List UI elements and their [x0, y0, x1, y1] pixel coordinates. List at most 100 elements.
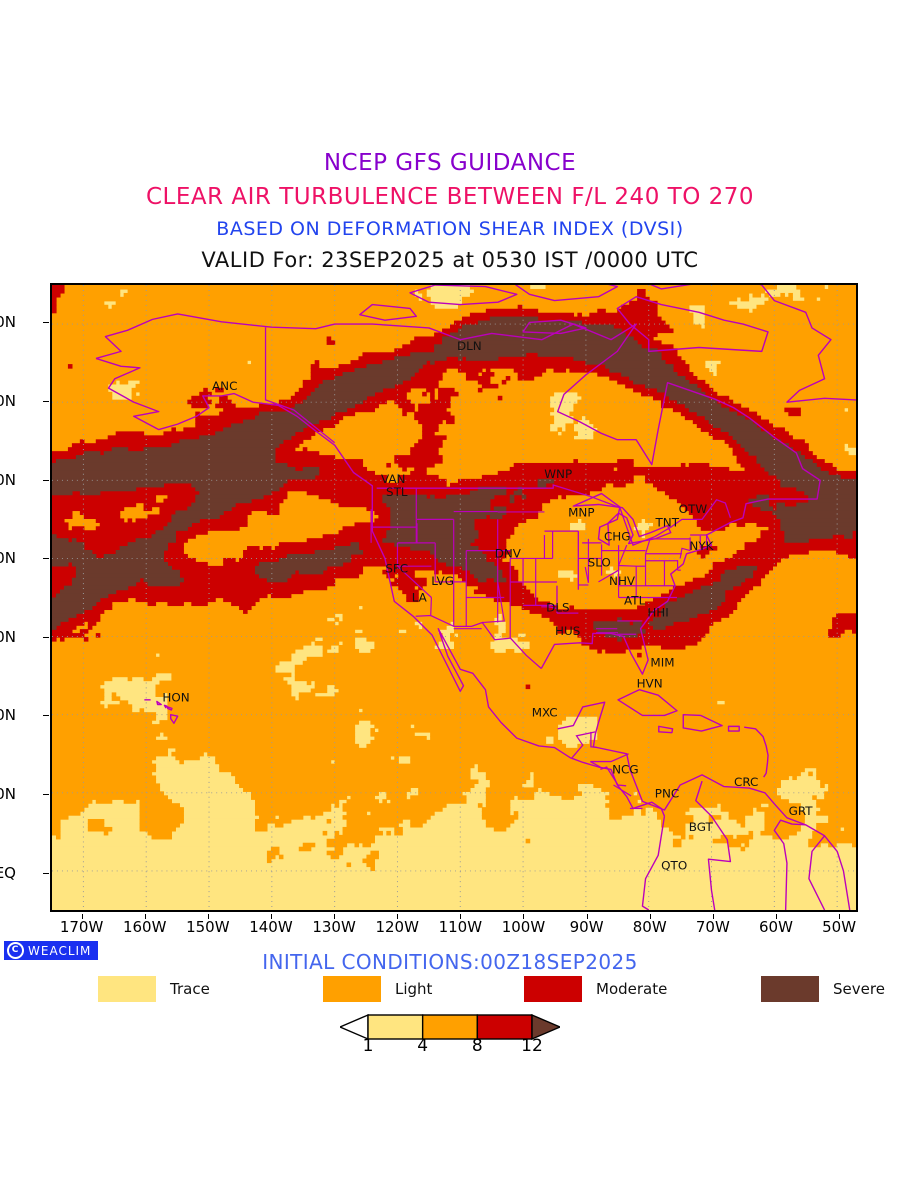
- x-tick-mark: [270, 914, 272, 919]
- y-tick-label: 20N: [0, 706, 16, 725]
- city-label: HON: [162, 691, 189, 705]
- page-title: NCEP GFS GUIDANCE: [323, 150, 577, 176]
- x-tick-mark: [839, 914, 841, 919]
- colorbar-band-1: [421, 1014, 479, 1040]
- city-label: NYK: [689, 539, 714, 553]
- y-tick-mark: [43, 558, 49, 560]
- colorbar-tick-label: 12: [521, 1036, 543, 1056]
- x-tick-mark: [523, 914, 525, 919]
- x-tick-mark: [712, 914, 714, 919]
- y-tick-label: 30N: [0, 627, 16, 646]
- city-label: WNP: [544, 467, 572, 481]
- city-label: HUS: [555, 624, 580, 638]
- city-label: MNP: [568, 505, 594, 519]
- weaclim-label: WEACLIM: [28, 943, 92, 958]
- y-tick-mark: [43, 715, 49, 717]
- x-tick-mark: [649, 914, 651, 919]
- y-tick-label: 10N: [0, 785, 16, 804]
- y-tick-label: 50N: [0, 470, 16, 489]
- y-tick-mark: [43, 636, 49, 638]
- city-label: DLS: [546, 601, 569, 615]
- state-borders: [370, 487, 708, 639]
- city-label: STL: [386, 485, 408, 499]
- legend-swatch-light: [323, 976, 381, 1002]
- city-label: PNC: [655, 787, 679, 801]
- x-tick-mark: [586, 914, 588, 919]
- x-tick-mark: [207, 914, 209, 919]
- forecast-map: ANC DLN VAN STL WNP MNP CHG OTW TNT NYK SLO DNV SFC L…: [50, 283, 858, 912]
- y-tick-label: EQ: [0, 863, 16, 882]
- x-tick-label: 170W: [59, 918, 104, 936]
- coastlines: [95, 285, 856, 910]
- y-tick-label: 70N: [0, 313, 16, 332]
- y-tick-mark: [43, 400, 49, 402]
- colorbar-tick-label: 1: [362, 1036, 374, 1056]
- valid-time-label: VALID For: 23SEP2025 at 0530 IST /0000 U…: [201, 248, 699, 272]
- x-tick-label: 160W: [122, 918, 167, 936]
- city-label: LVG: [431, 574, 454, 588]
- turbulence-band-moderate: [52, 285, 856, 690]
- y-tick-mark: [43, 794, 49, 796]
- legend-item-trace: Trace: [98, 976, 210, 1002]
- legend-item-moderate: Moderate: [524, 976, 667, 1002]
- x-tick-label: 140W: [249, 918, 293, 936]
- x-tick-label: 80W: [632, 918, 667, 936]
- severity-legend: Trace Light Moderate Severe: [0, 976, 900, 1008]
- x-tick-label: 130W: [312, 918, 356, 936]
- city-label: LA: [412, 591, 428, 605]
- colorbar-tick-label: 4: [417, 1036, 429, 1056]
- x-tick-label: 70W: [695, 918, 730, 936]
- x-tick-label: 90W: [569, 918, 604, 936]
- city-label: TNT: [654, 516, 679, 530]
- legend-item-severe: Severe: [761, 976, 885, 1002]
- colorbar: [340, 1013, 560, 1065]
- city-label: HHI: [647, 605, 668, 619]
- x-tick-mark: [81, 914, 83, 919]
- turbulence-band-trace: [52, 285, 856, 910]
- city-label: DLN: [457, 339, 482, 353]
- y-tick-mark: [43, 872, 49, 874]
- city-label: CHG: [604, 530, 631, 544]
- y-tick-label: 60N: [0, 391, 16, 410]
- colorbar-tick-label: 8: [471, 1036, 483, 1056]
- city-label: QTO: [661, 859, 687, 873]
- initial-conditions-label: INITIAL CONDITIONS:00Z18SEP2025: [262, 950, 638, 974]
- x-tick-mark: [775, 914, 777, 919]
- weaclim-logo: C WEACLIM: [4, 941, 99, 960]
- city-label: VAN: [381, 472, 405, 486]
- colorbar-svg: [340, 1013, 560, 1041]
- y-tick-label: 40N: [0, 549, 16, 568]
- colorbar-band-0: [367, 1014, 424, 1040]
- subtitle-method: BASED ON DEFORMATION SHEAR INDEX (DVSI): [216, 218, 684, 240]
- city-label: OTW: [679, 502, 708, 516]
- city-label: GRT: [789, 804, 814, 818]
- city-label: ANC: [212, 379, 237, 393]
- city-label: BGT: [689, 820, 714, 834]
- city-label: MIM: [650, 655, 674, 669]
- legend-swatch-severe: [761, 976, 819, 1002]
- city-label: SFC: [385, 562, 408, 576]
- city-label: ATL: [624, 594, 646, 608]
- x-tick-mark: [397, 914, 399, 919]
- city-label: MXC: [532, 705, 558, 719]
- legend-label-trace: Trace: [170, 980, 210, 998]
- legend-item-light: Light: [323, 976, 432, 1002]
- city-label: CRC: [734, 775, 758, 789]
- city-label: NCG: [612, 762, 639, 776]
- x-tick-label: 50W: [822, 918, 857, 936]
- legend-swatch-trace: [98, 976, 156, 1002]
- y-tick-mark: [43, 479, 49, 481]
- legend-swatch-moderate: [524, 976, 582, 1002]
- x-tick-label: 120W: [375, 918, 419, 936]
- x-tick-mark: [334, 914, 336, 919]
- city-label: HVN: [637, 677, 663, 691]
- x-tick-mark: [144, 914, 146, 919]
- legend-label-light: Light: [395, 980, 433, 998]
- x-tick-mark: [460, 914, 462, 919]
- x-tick-label: 100W: [501, 918, 546, 936]
- x-tick-label: 60W: [758, 918, 793, 936]
- y-tick-mark: [43, 322, 49, 324]
- copyright-icon: C: [7, 942, 24, 959]
